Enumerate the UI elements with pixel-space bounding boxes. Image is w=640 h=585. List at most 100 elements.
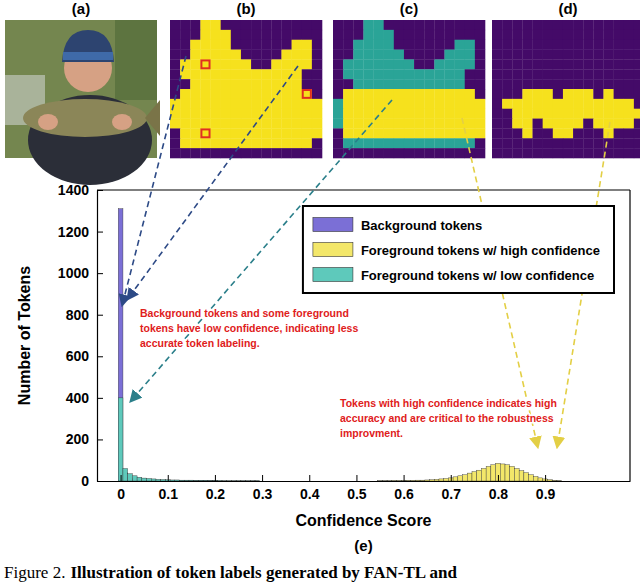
x-axis-title: Confidence Score xyxy=(295,512,431,529)
tick: 0 xyxy=(81,473,103,489)
tick-mark xyxy=(262,475,263,481)
y-axis: 0200400600800100012001400 xyxy=(58,182,103,489)
mask-cell xyxy=(180,128,190,138)
mask-cell xyxy=(475,99,485,109)
mask-cell xyxy=(455,20,465,30)
bar xyxy=(142,478,147,481)
bar xyxy=(151,480,156,481)
mask-cell xyxy=(583,30,593,40)
mask-cell xyxy=(241,20,251,30)
mask-cell xyxy=(241,99,251,109)
mask-cell xyxy=(343,79,353,89)
mask-cell xyxy=(180,79,190,89)
mask-cell xyxy=(353,119,363,129)
mask-cell xyxy=(614,99,624,109)
mask-cell xyxy=(251,40,261,50)
bar xyxy=(434,479,439,481)
mask-cell xyxy=(261,30,271,40)
bar xyxy=(241,480,246,481)
mask-cell xyxy=(404,119,414,129)
mask-cell xyxy=(475,20,485,30)
mask-cell xyxy=(634,59,640,69)
mask-cell xyxy=(231,50,241,60)
mask-cell xyxy=(221,79,231,89)
mask-cell xyxy=(363,30,373,40)
mask-cell xyxy=(271,69,281,79)
mask-cell xyxy=(502,30,512,40)
mask-cell xyxy=(404,99,414,109)
mask-cell xyxy=(543,50,553,60)
mask-cell xyxy=(502,79,512,89)
mask-cell xyxy=(614,119,624,129)
bar xyxy=(481,469,486,481)
tick-label: 0.7 xyxy=(442,486,462,502)
mask-cell xyxy=(573,109,583,119)
mask-cell xyxy=(343,20,353,30)
mask-cell xyxy=(170,20,180,30)
mask-cell xyxy=(221,109,231,119)
mask-cell xyxy=(363,109,373,119)
mask-cell xyxy=(614,30,624,40)
mask-cell xyxy=(292,99,302,109)
mask-cell xyxy=(583,119,593,129)
mask-cell xyxy=(231,119,241,129)
mask-cell xyxy=(455,79,465,89)
mask-cell xyxy=(292,69,302,79)
mask-cell xyxy=(634,89,640,99)
mask-cell xyxy=(455,138,465,148)
mask-cell xyxy=(444,79,454,89)
bar xyxy=(123,469,128,481)
photo-fish-tail xyxy=(145,100,160,136)
mask-cell xyxy=(312,50,322,60)
mask-cell xyxy=(444,59,454,69)
mask-cell xyxy=(170,148,180,158)
mask-cell xyxy=(533,20,543,30)
mask-cell xyxy=(394,20,404,30)
bar xyxy=(472,472,477,481)
mask-cell xyxy=(414,89,424,99)
mask-cell xyxy=(353,99,363,109)
mask-cell xyxy=(455,40,465,50)
mask-cell xyxy=(271,148,281,158)
mask-cell xyxy=(170,30,180,40)
mask-cell xyxy=(312,99,322,109)
mask-cell xyxy=(543,119,553,129)
bar xyxy=(552,480,557,481)
mask-cell xyxy=(394,119,404,129)
mask-cell xyxy=(211,69,221,79)
mask-cell xyxy=(180,20,190,30)
mask-cell xyxy=(573,20,583,30)
mask-cell xyxy=(502,99,512,109)
bar xyxy=(227,480,232,481)
mask-cell xyxy=(271,50,281,60)
bar xyxy=(387,480,392,481)
mask-cell xyxy=(475,69,485,79)
mask-cell xyxy=(512,59,522,69)
mask-cell xyxy=(312,20,322,30)
tick-mark xyxy=(97,439,103,440)
arrow xyxy=(127,66,298,300)
mask-cell xyxy=(593,79,603,89)
mask-b xyxy=(170,20,322,158)
mask-cell xyxy=(553,40,563,50)
mask-cell xyxy=(271,109,281,119)
mask-cell xyxy=(241,119,251,129)
mask-cell xyxy=(200,119,210,129)
mask-cell xyxy=(302,119,312,129)
mask-cell xyxy=(343,40,353,50)
mask-cell xyxy=(180,89,190,99)
mask-cell xyxy=(455,69,465,79)
bar xyxy=(510,466,515,481)
bar xyxy=(208,480,213,481)
mask-cell xyxy=(614,59,624,69)
mask-cell xyxy=(634,148,640,158)
mask-cell xyxy=(302,148,312,158)
mask-cell xyxy=(502,89,512,99)
bar xyxy=(147,479,152,481)
mask-cell xyxy=(563,89,573,99)
tick-mark xyxy=(97,356,103,357)
mask-cell xyxy=(374,128,384,138)
mask-cell xyxy=(312,128,322,138)
bar xyxy=(378,480,383,481)
mask-cell xyxy=(312,69,322,79)
